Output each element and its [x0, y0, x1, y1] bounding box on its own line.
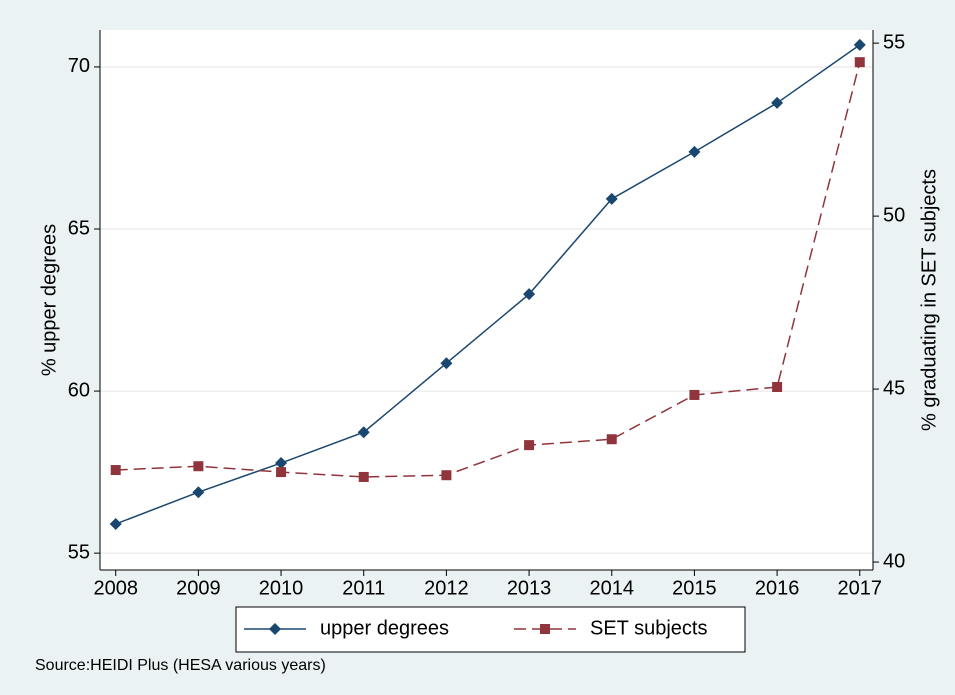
x-tick-label: 2008 [93, 577, 138, 599]
x-tick-label: 2014 [590, 577, 635, 599]
data-point [440, 357, 453, 370]
legend-label: upper degrees [320, 617, 449, 639]
y2-tick-label: 45 [883, 377, 905, 399]
x-tick-label: 2015 [672, 577, 717, 599]
source-note: Source:HEIDI Plus (HESA various years) [35, 657, 326, 674]
legend-marker [540, 624, 550, 634]
plot-area [100, 30, 873, 570]
data-point [771, 96, 784, 109]
legend-marker [269, 623, 281, 635]
data-point [523, 288, 536, 301]
data-point [357, 426, 370, 439]
x-tick-label: 2016 [755, 577, 800, 599]
y-tick-label: 55 [68, 541, 90, 563]
x-tick-label: 2013 [507, 577, 552, 599]
y-tick-label: 70 [68, 55, 90, 77]
data-point [275, 457, 288, 470]
x-tick-label: 2012 [424, 577, 469, 599]
y2-tick-label: 40 [883, 550, 905, 572]
y2-tick-label: 50 [883, 204, 905, 226]
data-point [772, 382, 783, 393]
y-tick-label: 60 [68, 379, 90, 401]
legend-label: SET subjects [590, 617, 707, 639]
data-point [109, 517, 122, 530]
data-point [524, 440, 535, 451]
data-point [192, 486, 205, 499]
y-axis-label: % upper degrees [38, 224, 60, 376]
y2-tick-label: 55 [883, 31, 905, 53]
y-tick-label: 65 [68, 217, 90, 239]
data-point [441, 470, 452, 481]
series-line [115, 44, 861, 525]
x-tick-label: 2011 [342, 577, 385, 599]
data-point [605, 192, 618, 205]
y2-axis-label: % graduating in SET subjects [918, 169, 940, 431]
series-line [115, 61, 861, 478]
data-point [689, 389, 700, 400]
data-point [193, 461, 204, 472]
x-tick-label: 2010 [259, 577, 304, 599]
legend [235, 606, 746, 653]
data-point [110, 465, 121, 476]
data-point [358, 471, 369, 482]
data-point [853, 38, 866, 51]
data-point [854, 57, 865, 68]
data-point [688, 145, 701, 158]
x-tick-label: 2009 [176, 577, 221, 599]
x-tick-label: 2017 [838, 577, 883, 599]
data-point [606, 434, 617, 445]
data-point [276, 467, 287, 478]
